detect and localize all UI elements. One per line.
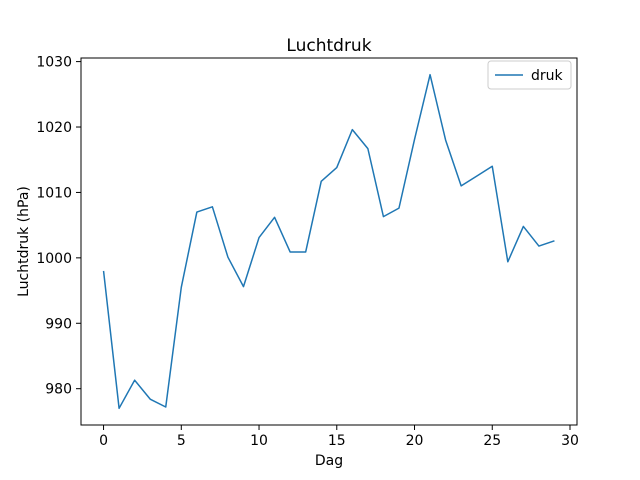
legend-box bbox=[487, 60, 572, 90]
chart-title: Luchtdruk bbox=[286, 36, 371, 56]
y-tick-label: 980 bbox=[45, 382, 72, 398]
y-tick-label: 1030 bbox=[36, 55, 72, 71]
y-tick-label: 1000 bbox=[36, 251, 72, 267]
y-tick-label: 1010 bbox=[36, 185, 72, 201]
y-axis-label: Luchtdruk (hPa) bbox=[16, 186, 32, 297]
plot-area-spines bbox=[80, 57, 578, 426]
x-axis-ticks: 0 5 10 15 20 25 30 bbox=[99, 425, 579, 449]
x-tick-label: 5 bbox=[177, 433, 186, 449]
legend-entry-label: druk bbox=[531, 68, 564, 84]
pressure-line-series bbox=[102, 73, 555, 410]
y-tick-label: 1020 bbox=[36, 120, 72, 136]
legend: druk bbox=[487, 60, 572, 90]
x-tick-label: 30 bbox=[561, 433, 579, 449]
x-tick-label: 25 bbox=[483, 433, 501, 449]
y-axis-ticks: 980 990 1000 1010 1020 1030 bbox=[36, 55, 81, 398]
y-tick-label: 990 bbox=[45, 316, 72, 332]
x-tick-label: 10 bbox=[250, 433, 268, 449]
x-axis-label: Dag bbox=[315, 453, 343, 469]
x-tick-label: 20 bbox=[406, 433, 424, 449]
x-tick-label: 15 bbox=[328, 433, 346, 449]
x-tick-label: 0 bbox=[99, 433, 108, 449]
